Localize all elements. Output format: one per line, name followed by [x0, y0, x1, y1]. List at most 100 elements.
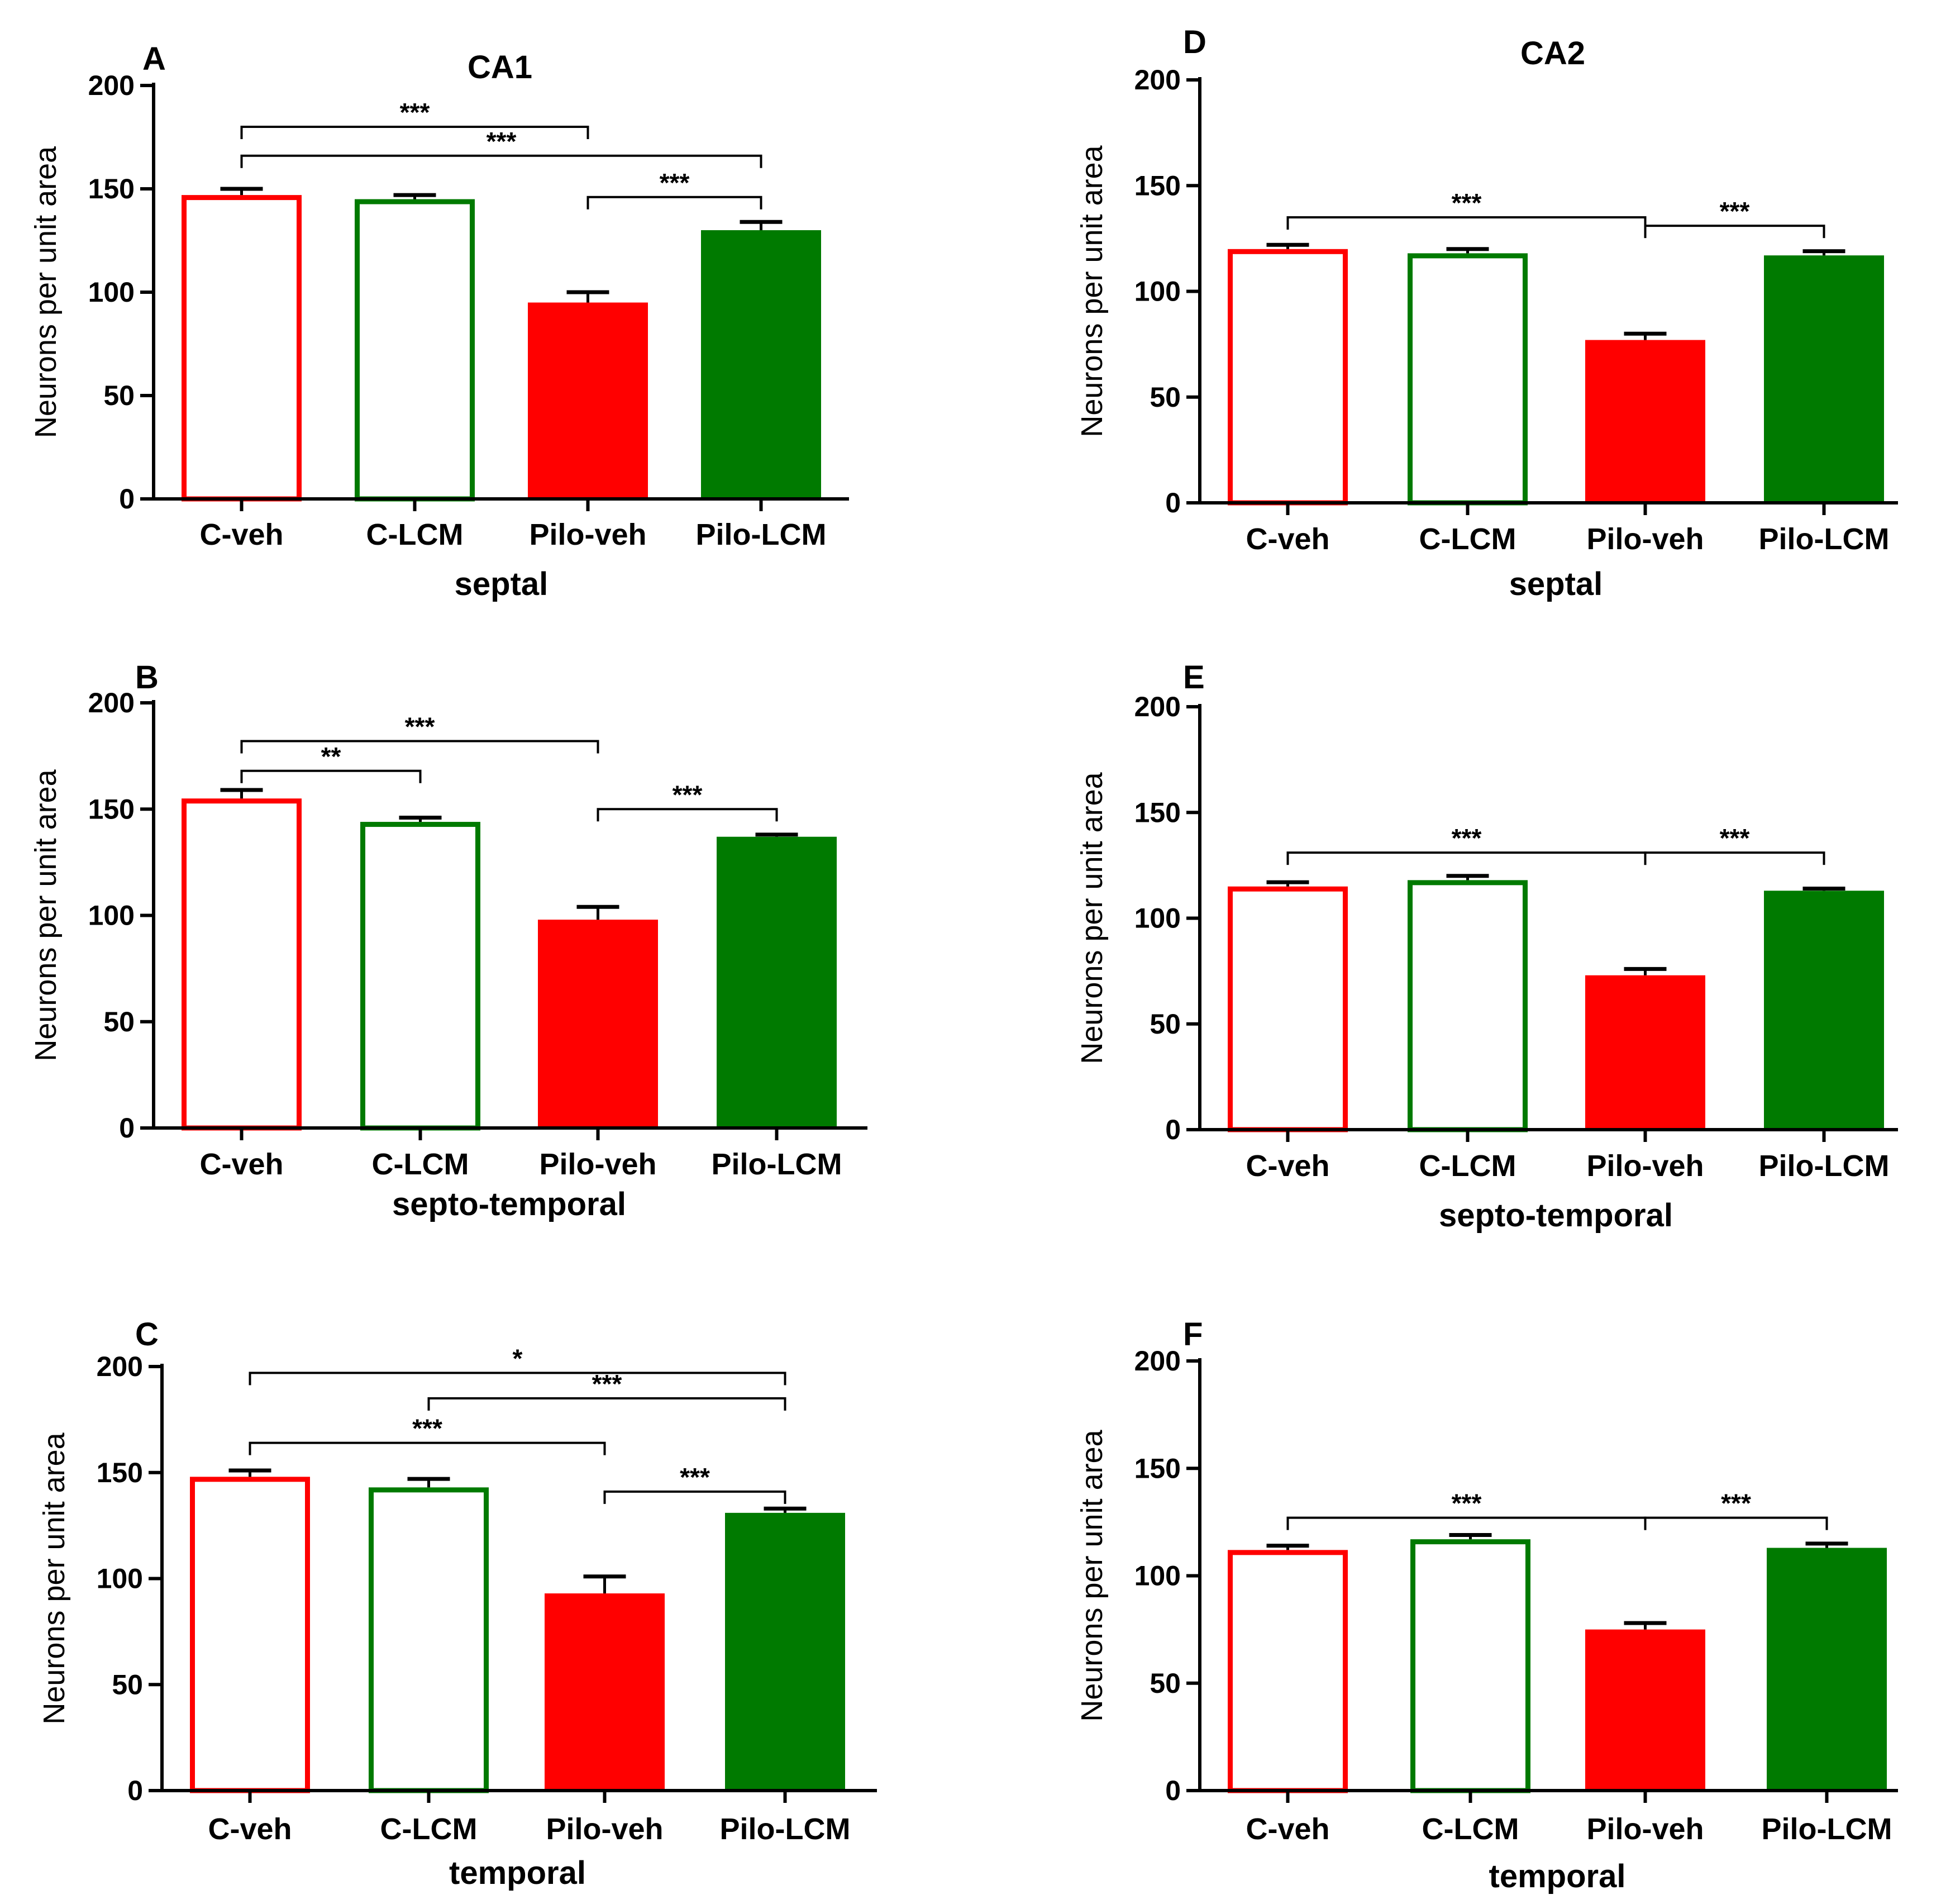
x-tick-label: C-veh: [199, 518, 283, 551]
bar-pilo-veh: [538, 920, 658, 1128]
significance-bracket: [240, 126, 589, 139]
significance-label: ***: [1452, 188, 1482, 217]
significance-label: ***: [592, 1369, 622, 1398]
x-tick-label: C-LCM: [372, 1148, 469, 1181]
panel-letter: B: [135, 659, 159, 696]
bar-c-veh: [182, 798, 302, 1131]
bar-c-lcm: [355, 199, 475, 502]
panel-letter: A: [142, 41, 166, 77]
y-tick-label: 100: [97, 1563, 143, 1594]
significance-label: ***: [1720, 824, 1750, 853]
significance-bracket: [1644, 851, 1825, 865]
y-tick-label: 50: [103, 1006, 135, 1037]
bar-pilo-lcm: [701, 230, 821, 499]
significance-label: ***: [1452, 824, 1482, 853]
y-tick-label: 0: [119, 483, 135, 515]
significance-label: ***: [660, 168, 690, 197]
x-tick-label: C-veh: [208, 1812, 292, 1846]
significance-bracket: [1286, 851, 1647, 865]
bar-c-veh: [1228, 886, 1348, 1132]
y-axis-title: Neurons per unit area: [1075, 145, 1109, 437]
significance-bracket: [1286, 1516, 1647, 1530]
x-tick-label: C-veh: [199, 1148, 283, 1181]
significance-bracket: [240, 769, 422, 783]
x-tick-label: Pilo-veh: [529, 518, 646, 551]
x-tick-label: C-veh: [1246, 1812, 1329, 1846]
x-tick-label: Pilo-LCM: [1759, 522, 1890, 556]
significance-label: ***: [1721, 1489, 1751, 1518]
y-tick-label: 150: [1134, 1453, 1181, 1484]
y-tick-label: 0: [1165, 487, 1181, 518]
bar-c-lcm: [1410, 1539, 1530, 1793]
significance-label: **: [321, 742, 341, 771]
y-tick-label: 150: [88, 173, 135, 204]
y-tick-label: 50: [103, 380, 135, 411]
y-tick-label: 200: [97, 1351, 143, 1382]
significance-bracket: [597, 808, 778, 822]
significance-label: ***: [1452, 1489, 1482, 1518]
y-tick-label: 150: [1134, 170, 1181, 201]
x-tick-label: C-LCM: [1419, 1149, 1516, 1183]
significance-label: ***: [680, 1463, 710, 1492]
y-axis-title: Neurons per unit area: [1075, 1429, 1109, 1721]
panel-a: A CA1 0 50 100 150 200 C-veh C-LCM Pilo-veh Pilo-L…: [29, 41, 849, 602]
significance-bracket: [240, 740, 599, 754]
panel-letter: D: [1183, 24, 1206, 60]
y-tick-label: 50: [1150, 382, 1181, 413]
panel-c: C 0 50 100 150 200 C-veh C-LCM Pilo-veh Pilo-LCM t…: [37, 1316, 877, 1891]
y-tick-label: 200: [88, 70, 135, 101]
panel-letter: F: [1183, 1316, 1203, 1353]
bar-pilo-lcm: [1764, 255, 1884, 503]
significance-label: ***: [673, 780, 703, 809]
significance-bracket: [1644, 1516, 1828, 1530]
x-tick-label: C-LCM: [1422, 1812, 1519, 1846]
x-axis-title: septo-temporal: [392, 1186, 626, 1222]
y-axis-title: Neurons per unit area: [29, 146, 63, 438]
bar-pilo-veh: [545, 1593, 665, 1791]
bar-pilo-lcm: [717, 836, 837, 1128]
significance-label: ***: [405, 712, 435, 741]
panel-e: E 0 50 100 150 200 C-veh C-LCM Pilo-veh Pilo-LCM s…: [1075, 659, 1898, 1234]
bar-c-veh: [182, 195, 302, 502]
x-axis-title: septal: [1509, 566, 1603, 602]
x-axis-title: septal: [455, 566, 549, 602]
bar-pilo-lcm: [1767, 1548, 1887, 1791]
bar-c-lcm: [1408, 880, 1528, 1132]
significance-label: ***: [1720, 197, 1750, 226]
y-tick-label: 50: [1150, 1008, 1181, 1040]
y-axis-title: Neurons per unit area: [29, 769, 63, 1061]
y-tick-label: 200: [1134, 1345, 1181, 1377]
significance-bracket: [427, 1397, 786, 1411]
x-tick-label: Pilo-veh: [1586, 522, 1704, 556]
x-tick-label: Pilo-veh: [1586, 1149, 1704, 1183]
y-tick-label: 150: [97, 1457, 143, 1488]
x-tick-label: Pilo-LCM: [1759, 1149, 1890, 1183]
bar-c-lcm: [1408, 253, 1528, 506]
x-axis-title: temporal: [1489, 1858, 1626, 1895]
bar-c-veh: [190, 1477, 310, 1793]
y-tick-label: 100: [1134, 1560, 1181, 1592]
y-tick-label: 100: [1134, 276, 1181, 307]
x-axis-title: septo-temporal: [1439, 1197, 1673, 1234]
significance-label: ***: [400, 98, 430, 127]
bar-pilo-lcm: [1764, 891, 1884, 1130]
y-axis-title: Neurons per unit area: [37, 1432, 71, 1724]
significance-bracket: [249, 1372, 786, 1386]
significance-bracket: [603, 1490, 786, 1504]
x-tick-label: Pilo-LCM: [712, 1148, 842, 1181]
significance-bracket: [1644, 225, 1825, 239]
x-tick-label: C-LCM: [380, 1812, 478, 1846]
x-tick-label: Pilo-LCM: [696, 518, 827, 551]
panel-letter: C: [135, 1316, 159, 1353]
y-axis-title: Neurons per unit area: [1075, 772, 1109, 1064]
significance-bracket: [249, 1441, 606, 1455]
significance-bracket: [1286, 216, 1647, 230]
panel-title: CA1: [468, 49, 532, 85]
y-tick-label: 150: [88, 793, 135, 825]
y-tick-label: 100: [1134, 903, 1181, 934]
y-tick-label: 200: [1134, 691, 1181, 722]
bar-c-veh: [1228, 249, 1348, 506]
panel-b: B 0 50 100 150 200 C-veh C-LCM Pilo-veh Pilo-LCM s…: [29, 659, 867, 1222]
x-tick-label: C-veh: [1246, 522, 1329, 556]
